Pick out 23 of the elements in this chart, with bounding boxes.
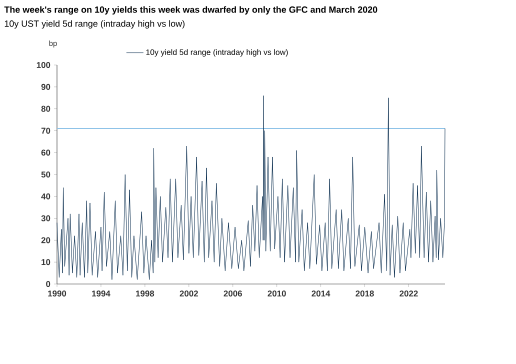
x-tick-label: 2014 xyxy=(312,290,330,297)
y-tick-label: 70 xyxy=(41,128,50,134)
y-tick-label: 10 xyxy=(42,259,50,266)
y-tick-label: 80 xyxy=(41,106,50,112)
x-tick-label: 2002 xyxy=(180,290,198,297)
y-tick-label: 20 xyxy=(41,237,50,244)
x-tick-label: 2010 xyxy=(268,290,286,297)
x-tick-label: 1998 xyxy=(136,290,154,297)
y-tick-label: 50 xyxy=(41,172,50,178)
line-series xyxy=(56,95,446,280)
x-tick-label: 2018 xyxy=(356,290,374,297)
y-tick-label: 90 xyxy=(41,84,50,90)
y-tick-label: 0 xyxy=(46,281,50,287)
x-tick-label: 1994 xyxy=(92,290,110,297)
x-tick-label: 2006 xyxy=(224,290,242,297)
chart-title: The week's range on 10y yields this week was dwarfed by only the GFC and March 2020 xyxy=(4,6,378,15)
x-tick-label: 1990 xyxy=(48,290,66,297)
y-tick-label: 40 xyxy=(41,193,50,200)
y-tick-label: 100 xyxy=(36,62,50,68)
chart-subtitle: 10y UST yield 5d range (intraday high vs low) xyxy=(4,20,185,29)
y-tick-label: 30 xyxy=(41,215,50,222)
y-tick-label: 60 xyxy=(41,150,50,156)
x-tick-label: 2022 xyxy=(400,290,418,297)
